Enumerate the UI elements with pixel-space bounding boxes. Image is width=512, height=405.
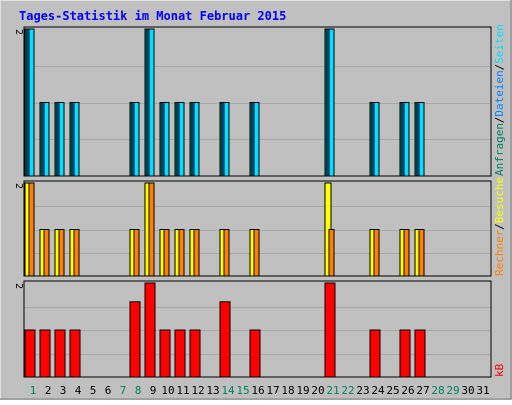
bar-kb — [399, 329, 411, 378]
x-tick-label: 16 — [251, 384, 264, 397]
bar-kb — [144, 282, 156, 378]
bar-seiten — [253, 102, 260, 177]
x-tick-label: 13 — [206, 384, 219, 397]
bar-seiten — [403, 102, 410, 177]
legend-label: / — [493, 223, 506, 230]
bar-rechner — [328, 229, 335, 277]
bar-seiten — [178, 102, 185, 177]
x-tick-label: 1 — [30, 384, 37, 397]
x-tick-label: 26 — [401, 384, 414, 397]
x-tick-label: 23 — [356, 384, 369, 397]
bar-seiten — [133, 102, 140, 177]
bar-seiten — [73, 102, 80, 177]
bar-seiten — [223, 102, 230, 177]
x-tick-label: 31 — [476, 384, 489, 397]
legend-label: Besuche — [493, 177, 506, 223]
bar-kb — [369, 329, 381, 378]
legend-label: kB — [493, 363, 506, 377]
bar-kb — [189, 329, 201, 378]
bar-kb — [324, 282, 336, 378]
bar-rechner — [43, 229, 50, 277]
x-tick-label: 14 — [221, 384, 235, 397]
bar-seiten — [58, 102, 65, 177]
chart-panel-2: 2 — [13, 180, 492, 277]
x-tick-label: 29 — [446, 384, 459, 397]
legend-label: Rechner — [493, 229, 506, 276]
x-tick-label: 9 — [150, 384, 157, 397]
chart-panel-1: 2 — [13, 26, 492, 177]
bar-seiten — [193, 102, 200, 177]
x-tick-label: 3 — [60, 384, 67, 397]
legend-top-panel: Anfragen/Dateien/Seiten — [493, 24, 506, 176]
bar-seiten — [43, 102, 50, 177]
bar-kb — [54, 329, 66, 378]
bar-kb — [174, 329, 186, 378]
x-tick-label: 17 — [266, 384, 279, 397]
bar-kb — [129, 301, 141, 378]
legend-label: Dateien — [493, 70, 506, 116]
bar-kb — [24, 329, 36, 378]
x-tick-label: 25 — [386, 384, 399, 397]
x-tick-label: 27 — [416, 384, 429, 397]
bar-kb — [69, 329, 81, 378]
bar-seiten — [28, 28, 35, 177]
chart-title: Tages-Statistik im Monat Februar 2015 — [19, 9, 286, 23]
x-tick-label: 21 — [326, 384, 339, 397]
bar-rechner — [73, 229, 80, 277]
bar-rechner — [133, 229, 140, 277]
bar-kb — [39, 329, 51, 378]
bar-rechner — [373, 229, 380, 277]
y-tick-label: 2 — [13, 183, 24, 189]
x-tick-label: 7 — [120, 384, 127, 397]
x-tick-label: 2 — [45, 384, 52, 397]
x-tick-label: 18 — [281, 384, 294, 397]
x-tick-label: 4 — [75, 384, 82, 397]
chart-panel-3: 2 — [13, 280, 492, 378]
bar-rechner — [28, 182, 35, 277]
x-tick-label: 20 — [311, 384, 324, 397]
bar-rechner — [403, 229, 410, 277]
x-tick-label: 10 — [161, 384, 174, 397]
bar-seiten — [328, 28, 335, 177]
legend-label: / — [493, 64, 506, 71]
x-tick-label: 22 — [341, 384, 354, 397]
bar-rechner — [163, 229, 170, 277]
x-tick-label: 5 — [90, 384, 97, 397]
bar-seiten — [163, 102, 170, 177]
legend-bottom-panel: kB — [493, 363, 506, 377]
bar-kb — [414, 329, 426, 378]
x-tick-label: 24 — [371, 384, 385, 397]
bar-rechner — [148, 182, 155, 277]
bar-rechner — [223, 229, 230, 277]
bar-rechner — [418, 229, 425, 277]
x-tick-label: 8 — [135, 384, 142, 397]
bar-rechner — [253, 229, 260, 277]
bar-rechner — [58, 229, 65, 277]
y-tick-label: 2 — [13, 283, 24, 289]
bar-seiten — [373, 102, 380, 177]
bar-seiten — [418, 102, 425, 177]
bar-rechner — [193, 229, 200, 277]
x-tick-label: 15 — [236, 384, 249, 397]
legend-label: Anfragen — [493, 123, 506, 176]
x-tick-label: 12 — [191, 384, 204, 397]
x-tick-label: 6 — [105, 384, 112, 397]
bar-rechner — [178, 229, 185, 277]
bar-seiten — [148, 28, 155, 177]
bar-kb — [219, 301, 231, 378]
x-tick-label: 11 — [176, 384, 189, 397]
legend-middle-panel: Rechner/Besuche — [493, 177, 506, 276]
x-tick-label: 19 — [296, 384, 309, 397]
x-axis-labels: 1 2 3 4 5 6 7 8 9 10 11 12 13 14 15 16 17 18 19 20 21 22 23 24 2… — [30, 384, 490, 397]
y-tick-label: 2 — [13, 29, 24, 35]
bar-kb — [159, 329, 171, 378]
legend-label: / — [493, 117, 506, 124]
legend-label: Seiten — [493, 24, 506, 64]
x-tick-label: 30 — [461, 384, 474, 397]
x-tick-label: 28 — [431, 384, 444, 397]
bar-kb — [249, 329, 261, 378]
